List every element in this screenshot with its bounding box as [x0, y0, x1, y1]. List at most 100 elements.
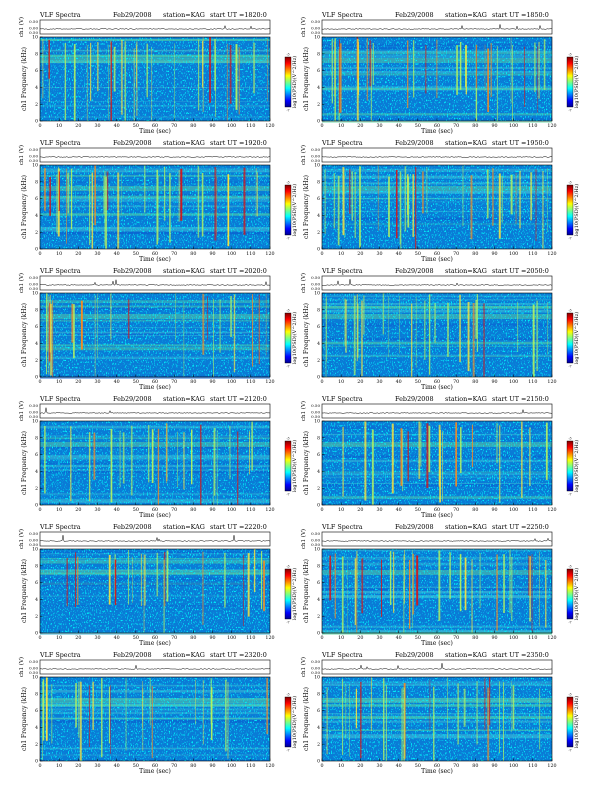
x-tick-label: 90 [491, 763, 497, 769]
spectrogram-sferic [466, 45, 467, 95]
x-tick-label: 10 [338, 763, 344, 769]
colorbar [285, 569, 291, 619]
y-tick-label: 6 [317, 196, 320, 202]
spectrogram-sferic [512, 45, 513, 121]
colorbar-tick-label: -7 [286, 621, 289, 625]
x-tick-label: 0 [38, 763, 41, 769]
colorbar [567, 185, 573, 235]
x-tick-label: 120 [265, 251, 274, 257]
spectrogram-sferic [497, 46, 498, 121]
x-tick-label: 30 [94, 379, 100, 385]
spectrogram-sferic [511, 175, 513, 215]
x-tick-label: 100 [509, 635, 518, 641]
x-tick-label: 100 [509, 123, 518, 129]
spectrogram-sferic [200, 425, 201, 505]
x-tick-label: 70 [453, 507, 459, 513]
spectrogram-sferic [214, 39, 216, 91]
x-tick-label: 40 [396, 763, 402, 769]
x-tick-label: 110 [528, 507, 537, 513]
spectrogram-sferic [217, 430, 218, 505]
x-tick-label: 10 [56, 379, 62, 385]
x-axis-label: Time (sec) [421, 256, 453, 263]
spectrogram-sferic [142, 688, 143, 751]
spectrogram-sferic [128, 550, 129, 605]
waveform-axis-label: ch1 (V) [300, 17, 307, 37]
spectrogram-sferic [71, 304, 73, 343]
spectrogram-sferic [71, 169, 72, 230]
x-tick-label: 10 [56, 763, 62, 769]
spectrogram-sferic [80, 682, 82, 761]
x-tick-label: 40 [396, 635, 402, 641]
waveform-tick-label: 0.50 [311, 403, 320, 408]
colorbar-label: log10(PSD)(V^2/Hz) [291, 56, 298, 108]
x-tick-label: 10 [338, 251, 344, 257]
spectrogram-sferic [511, 557, 512, 621]
y-tick-label: 4 [35, 341, 38, 347]
x-tick-label: 70 [453, 123, 459, 129]
spectrogram-sferic [207, 296, 208, 340]
spectrogram-sferic [70, 426, 71, 501]
spectrogram-sferic [109, 555, 111, 605]
spectrogram-sferic [455, 422, 457, 486]
spectrogram-sferic [239, 47, 240, 114]
colorbar-tick-label: -7 [286, 237, 289, 241]
spectrogram-sferic [128, 300, 130, 339]
waveform-tick-label: 0.50 [311, 147, 320, 152]
x-tick-label: 120 [265, 379, 274, 385]
colorbar-tick-label: -7 [568, 109, 571, 113]
x-tick-label: 30 [376, 251, 382, 257]
spectrogram-sferic [227, 44, 228, 121]
y-tick-label: 6 [35, 324, 38, 330]
spectrogram-sferic [413, 40, 414, 97]
spectrogram-sferic [468, 302, 470, 371]
spectrogram-sferic [439, 425, 441, 487]
x-tick-label: 0 [38, 635, 41, 641]
y-tick-label: 4 [317, 469, 320, 475]
spectrogram-sferic [465, 558, 467, 611]
x-axis-label: Time (sec) [139, 256, 171, 263]
waveform-tick-label: 0.50 [29, 414, 38, 419]
waveform-tick-label: 0.50 [311, 531, 320, 536]
y-tick-label: 10 [32, 291, 38, 297]
spectrogram-speckle [40, 165, 270, 249]
spectrogram-sferic [425, 45, 426, 93]
x-tick-label: 0 [38, 379, 41, 385]
spectrogram-sferic [345, 298, 346, 346]
panel-title-label: VLF Spectra [321, 139, 363, 147]
spectrogram-sferic [520, 171, 521, 229]
spectrogram-sferic [539, 42, 540, 99]
spectrogram-sferic [338, 176, 340, 245]
x-tick-label: 0 [320, 379, 323, 385]
y-axis-label: ch1 Frequency (kHz) [303, 303, 310, 367]
x-tick-label: 80 [472, 123, 478, 129]
y-tick-label: 10 [314, 675, 320, 681]
y-tick-label: 2 [317, 358, 320, 364]
panel-station: station=KAG [163, 651, 205, 659]
waveform-tick-label: 0.50 [29, 531, 38, 536]
spectrogram-sferic [471, 175, 473, 239]
spectrogram-sferic [234, 294, 235, 372]
spectrogram-sferic [356, 551, 357, 590]
spectrogram-sferic [483, 303, 484, 377]
x-tick-label: 50 [133, 635, 139, 641]
colorbar-label: log10(PSD)(V^2/Hz) [291, 312, 298, 364]
x-tick-label: 50 [415, 251, 421, 257]
y-tick-label: 10 [32, 419, 38, 425]
x-axis-label: Time (sec) [421, 128, 453, 135]
spectrogram-sferic [51, 684, 52, 743]
x-tick-label: 90 [209, 763, 215, 769]
colorbar-label: log10(PSD)(V^2/Hz) [573, 696, 580, 748]
spectrogram-sferic [420, 423, 421, 467]
colorbar-tick-label: -7 [568, 621, 571, 625]
waveform-frame [40, 148, 270, 162]
panel-date: Feb29/2008 [395, 651, 434, 659]
panel-date: Feb29/2008 [113, 523, 152, 531]
waveform-tick-label: 0.50 [29, 670, 38, 675]
x-tick-label: 70 [453, 635, 459, 641]
colorbar-tick-label: -3 [568, 693, 571, 697]
x-tick-label: 80 [190, 507, 196, 513]
